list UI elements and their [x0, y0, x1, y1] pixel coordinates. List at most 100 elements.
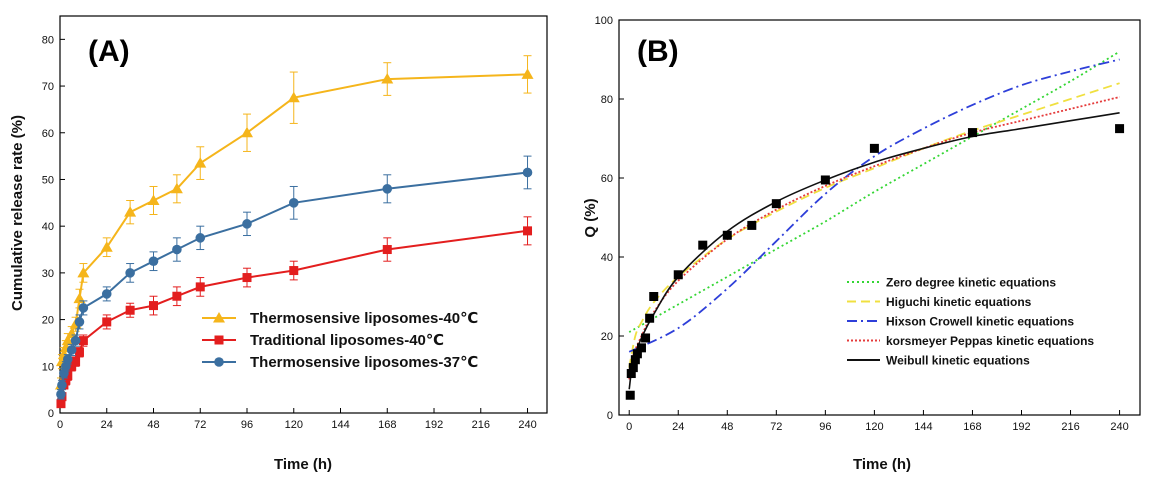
panel-b-x-tick-label: 240: [1110, 421, 1128, 433]
panel-a-y-tick-label: 50: [42, 174, 54, 186]
panel-a-x-tick-label: 168: [378, 419, 396, 431]
panel-a-legend-marker: [213, 312, 225, 323]
panel-a-legend: Thermosensive liposomes-40℃ Traditional l…: [202, 310, 478, 371]
panel-b-data-point: [673, 270, 683, 280]
panel-a-series: [56, 155, 533, 400]
panel-a-point: [242, 273, 252, 283]
panel-a-point: [382, 184, 393, 194]
panel-b-data-point: [625, 390, 635, 400]
panel-b-data-point: [645, 313, 655, 323]
panel-a-x-axis-title: Time (h): [274, 456, 332, 473]
panel-a-point: [77, 266, 90, 278]
panel-b-y-tick-label: 60: [601, 173, 613, 185]
panel-b-data-point: [722, 230, 732, 240]
panel-a-point: [74, 347, 84, 357]
panel-b-fit-curve: [628, 58, 1120, 353]
panel-a-point: [522, 167, 533, 178]
panel-b-data-point: [649, 292, 659, 301]
panel-a-point: [242, 219, 252, 229]
panel-b-x-tick-label: 96: [819, 421, 831, 433]
panel-a-legend-label: Thermosensive liposomes-37℃: [250, 354, 478, 371]
panel-a-y-tick-label: 80: [42, 34, 54, 46]
panel-a-point: [61, 334, 74, 346]
panel-a-point: [100, 241, 113, 252]
panel-a-x-tick-label: 96: [241, 419, 253, 431]
panel-a-point: [521, 68, 534, 79]
panel-b-x-tick-label: 144: [914, 421, 932, 433]
panel-a-y-axis-title: Cumulative release rate (%): [9, 115, 26, 311]
panel-b-data-point: [641, 333, 651, 343]
panel-b-data-point: [820, 175, 830, 185]
panel-b-label: (B): [637, 35, 679, 68]
panel-a-x-tick-label: 120: [285, 419, 303, 431]
panel-b-y-tick-label: 0: [607, 410, 613, 422]
panel-b-legend-label: Hixson Crowell kinetic equations: [886, 315, 1074, 329]
panel-a-point: [78, 303, 89, 313]
panel-a-x-tick-label: 192: [425, 419, 443, 431]
panel-b-legend: Zero degree kinetic equations Higuchi kin…: [847, 276, 1094, 368]
panel-a-y-tick-label: 0: [48, 408, 54, 420]
panel-a-point: [287, 91, 300, 103]
panel-b-x-tick-label: 72: [770, 421, 782, 433]
panel-a-legend-label: Traditional liposomes-40℃: [250, 332, 444, 349]
panel-a-label: (A): [88, 35, 130, 68]
panel-a-point: [67, 361, 77, 371]
panel-a-point: [172, 291, 182, 301]
panel-a-x-tick-label: 72: [194, 419, 206, 431]
panel-b-kinetic-chart: (B) Time (h) Q (%) 0 24 48 72 96 120 144 168 192…: [582, 15, 1141, 473]
panel-b-y-tick-label: 40: [601, 252, 613, 264]
panel-a-x-tick-label: 24: [101, 419, 113, 431]
panel-b-data-point: [1115, 124, 1125, 134]
panel-b-x-axis-title: Time (h): [853, 456, 911, 473]
panel-a-y-tick-label: 10: [42, 361, 54, 373]
panel-a-y-tick-label: 40: [42, 221, 54, 233]
panel-a-point: [101, 289, 112, 299]
panel-b-data-point: [771, 199, 781, 209]
panel-a-point: [194, 157, 207, 168]
panel-a-point: [57, 380, 67, 390]
panel-a-point: [148, 256, 159, 267]
panel-a-point: [241, 126, 254, 138]
panel-b-x-tick-label: 216: [1061, 421, 1079, 433]
panel-a-legend-marker: [214, 335, 224, 345]
panel-a-legend-marker: [214, 357, 224, 367]
panel-a-x-tick-label: 240: [518, 419, 536, 431]
panel-a-point: [74, 317, 85, 327]
panel-a-point: [125, 268, 135, 278]
panel-a-y-tick-label: 30: [42, 268, 54, 280]
panel-a-point: [62, 354, 73, 365]
panel-a-point: [523, 226, 533, 236]
panel-b-fit-curve: [628, 50, 1121, 333]
panel-a-y-tick-label: 60: [42, 128, 54, 140]
panel-b-data-point: [698, 240, 708, 250]
panel-b-data-point: [636, 343, 646, 353]
panel-a-point: [78, 336, 88, 346]
panel-b-legend-label: Zero degree kinetic equations: [886, 276, 1056, 290]
panel-b-data-point: [747, 220, 757, 230]
panel-a-series: [56, 216, 533, 409]
panel-a-point: [195, 233, 206, 243]
panel-a-x-tick-label: 144: [331, 419, 349, 431]
panel-a-point: [71, 357, 81, 367]
panel-b-legend-label: korsmeyer Peppas kinetic equations: [886, 334, 1094, 348]
panel-a-point: [149, 301, 159, 311]
panel-a-point: [289, 266, 299, 276]
panel-b-plot-frame: [618, 19, 1141, 416]
panel-b-x-tick-label: 192: [1012, 421, 1030, 433]
panel-b-fit-curve: [628, 82, 1120, 368]
panel-a-point: [195, 282, 205, 292]
panel-a-point: [125, 305, 135, 315]
panel-a-point: [172, 244, 182, 255]
panel-a-x-tick-label: 48: [147, 419, 159, 431]
panel-a-point: [66, 345, 77, 355]
panel-b-data-point: [630, 355, 640, 365]
panel-b-x-tick-label: 24: [672, 421, 684, 433]
panel-b-data-point: [626, 369, 636, 379]
panel-a-point: [381, 73, 394, 84]
panel-a-point: [56, 389, 66, 400]
panel-a-point: [56, 399, 66, 409]
panel-a-x-tick-label: 0: [57, 419, 63, 431]
panel-a-legend-label: Thermosensive liposomes-40℃: [250, 310, 478, 327]
panel-a-y-tick-label: 70: [42, 81, 54, 93]
